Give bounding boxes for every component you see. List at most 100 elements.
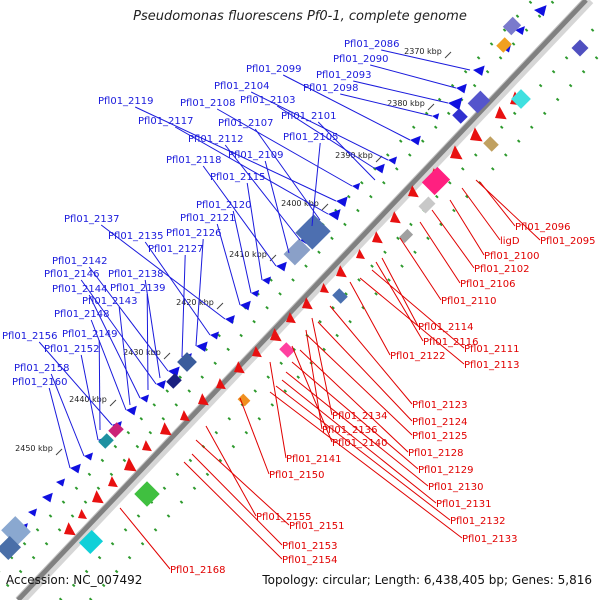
reverse-gene-arrow (372, 231, 383, 244)
reverse-label-leader (183, 461, 283, 560)
tick-mark (109, 399, 117, 407)
reverse-gene-label: ligD (500, 236, 520, 247)
forward-label-leader (146, 293, 149, 391)
tick-label: 2430 kbp (123, 348, 161, 357)
reverse-gene-label: Pfl01_2130 (428, 482, 484, 493)
forward-label-leader (216, 108, 353, 187)
reverse-gene-arrow (124, 457, 137, 472)
backbone-highlight (15, 0, 583, 599)
backbone-line (16, 0, 588, 600)
forward-gene-arrow (196, 341, 208, 352)
forward-gene-label: Pfl01_2105 (283, 132, 339, 143)
reverse-gene-arrow (390, 211, 401, 224)
tick-mark (216, 302, 224, 310)
tick-mark (427, 103, 435, 111)
reverse-gene-arrow (78, 509, 87, 519)
tick-label: 2420 kbp (176, 298, 214, 307)
reverse-gene-label: Pfl01_2129 (418, 465, 474, 476)
forward-gene-label: Pfl01_2138 (108, 269, 164, 280)
forward-label-leader (144, 241, 211, 336)
forward-label-leader (98, 339, 101, 431)
reverse-label-leader (191, 453, 283, 546)
reverse-label-leader (195, 439, 290, 526)
forward-label-leader (181, 254, 186, 358)
reverse-gene-arrow (450, 145, 463, 160)
forward-label-leader (317, 121, 376, 181)
forward-gene-label: Pfl01_2118 (166, 155, 222, 166)
forward-label-leader (88, 294, 141, 399)
reverse-label-leader (119, 507, 171, 570)
reverse-gene-label: Pfl01_2106 (460, 279, 516, 290)
reverse-gene-label: Pfl01_2116 (423, 337, 479, 348)
forward-gene-arrow (210, 331, 219, 340)
reverse-label-leader (275, 385, 451, 521)
forward-label-leader (264, 160, 290, 254)
reverse-label-leader (371, 269, 465, 349)
forward-gene-arrow (388, 156, 397, 165)
forward-label-leader (282, 74, 411, 141)
forward-gene-block (177, 352, 197, 372)
forward-gene-arrow (140, 394, 149, 403)
forward-gene-block (502, 16, 522, 36)
forward-gene-arrow (240, 300, 251, 311)
forward-gene-label: Pfl01_2135 (108, 231, 164, 242)
reverse-label-leader (291, 361, 419, 470)
forward-label-leader (224, 144, 301, 241)
genome-summary-text: Topology: circular; Length: 6,438,405 bp… (262, 573, 592, 587)
forward-gene-label: Pfl01_2160 (12, 377, 68, 388)
reverse-gene-label: Pfl01_2140 (332, 438, 388, 449)
forward-gene-label: Pfl01_2099 (246, 64, 302, 75)
forward-gene-label: Pfl01_2112 (188, 134, 244, 145)
forward-gene-label: Pfl01_2103 (240, 95, 296, 106)
forward-gene-label: Pfl01_2115 (210, 172, 266, 183)
forward-label-leader (353, 80, 449, 104)
reverse-label-leader (291, 345, 333, 443)
reverse-gene-label: Pfl01_2155 (256, 512, 312, 523)
forward-labels: Pfl01_2086 Pfl01_2090 Pfl01_2093 Pfl01_2098… (2, 39, 471, 469)
forward-gene-label: Pfl01_2142 (52, 256, 108, 267)
reverse-label-leader (269, 361, 287, 459)
forward-label-leader (88, 266, 169, 372)
forward-gene-label: Pfl01_2119 (98, 96, 154, 107)
reverse-gene-label: Pfl01_2096 (515, 222, 571, 233)
forward-gene-label: Pfl01_2156 (2, 331, 58, 342)
reverse-gene-block (332, 288, 348, 304)
forward-label-leader (100, 224, 226, 320)
forward-gene-arrow (56, 478, 65, 487)
forward-gene-arrow (70, 463, 81, 474)
reverse-gene-label: Pfl01_2132 (450, 516, 506, 527)
forward-gene-block (295, 214, 331, 250)
forward-gene-arrow (262, 276, 271, 285)
tick-label: 2440 kbp (69, 395, 107, 404)
reverse-gene-block (398, 228, 414, 244)
reverse-label-leader (461, 187, 501, 241)
reverse-gene-arrow (234, 361, 245, 374)
forward-gene-label: Pfl01_2121 (180, 213, 236, 224)
reverse-gene-label: Pfl01_2150 (269, 470, 325, 481)
reverse-gene-label: Pfl01_2134 (332, 411, 388, 422)
forward-gene-block (166, 373, 182, 389)
forward-label-leader (381, 49, 471, 71)
forward-gene-block (0, 535, 22, 561)
reverse-gene-arrow (64, 522, 76, 536)
forward-gene-arrow (168, 366, 180, 377)
forward-label-leader (202, 165, 277, 267)
forward-gene-arrow (473, 65, 485, 76)
reverse-gene-label: Pfl01_2141 (286, 454, 342, 465)
tick-label: 2400 kbp (281, 199, 319, 208)
reverse-gene-label: Pfl01_2168 (170, 565, 226, 576)
forward-gene-arrow (410, 135, 421, 146)
forward-gene-label: Pfl01_2120 (196, 200, 252, 211)
forward-gene-label: Pfl01_2148 (54, 309, 110, 320)
reverse-label-leader (399, 237, 442, 301)
reverse-gene-arrow (286, 312, 296, 324)
reverse-gene-arrow (320, 283, 329, 293)
reverse-label-leader (329, 305, 413, 405)
reverse-gene-label: Pfl01_2136 (322, 425, 378, 436)
forward-gene-label: Pfl01_2090 (333, 54, 389, 65)
forward-label-leader (174, 126, 329, 215)
reverse-label-leader (205, 425, 257, 517)
reverse-label-leader (419, 221, 461, 284)
forward-gene-label: Pfl01_2143 (82, 296, 138, 307)
